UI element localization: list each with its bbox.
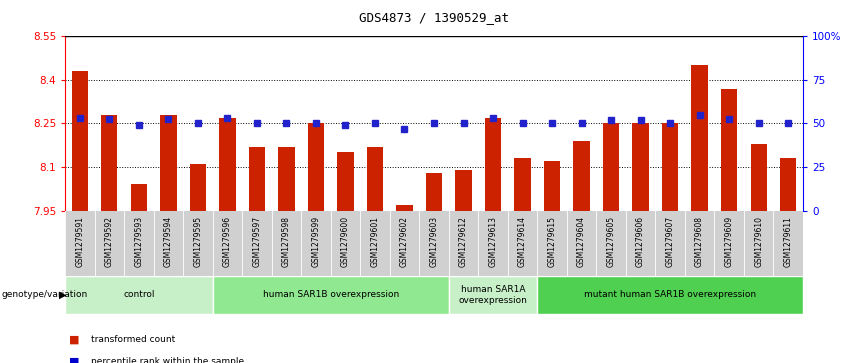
Text: GSM1279605: GSM1279605 bbox=[607, 216, 615, 267]
Bar bbox=[515, 158, 530, 211]
Text: human SAR1A
overexpression: human SAR1A overexpression bbox=[458, 285, 528, 305]
Bar bbox=[603, 123, 619, 211]
Text: ■: ■ bbox=[69, 356, 80, 363]
Bar bbox=[279, 147, 294, 211]
Text: GSM1279607: GSM1279607 bbox=[666, 216, 674, 267]
Text: mutant human SAR1B overexpression: mutant human SAR1B overexpression bbox=[584, 290, 756, 299]
Text: GSM1279591: GSM1279591 bbox=[76, 216, 84, 267]
Text: control: control bbox=[123, 290, 155, 299]
Text: human SAR1B overexpression: human SAR1B overexpression bbox=[263, 290, 398, 299]
Bar bbox=[308, 123, 324, 211]
Text: GSM1279599: GSM1279599 bbox=[312, 216, 320, 267]
Bar bbox=[72, 71, 88, 211]
Text: transformed count: transformed count bbox=[91, 335, 175, 344]
Text: percentile rank within the sample: percentile rank within the sample bbox=[91, 357, 244, 363]
Bar bbox=[721, 89, 737, 211]
Text: ■: ■ bbox=[69, 334, 80, 344]
Bar bbox=[485, 118, 501, 211]
Bar bbox=[544, 161, 560, 211]
Bar bbox=[633, 123, 648, 211]
Bar bbox=[426, 173, 442, 211]
Bar bbox=[780, 158, 796, 211]
Bar bbox=[397, 205, 412, 211]
Text: GSM1279601: GSM1279601 bbox=[371, 216, 379, 267]
Bar bbox=[161, 115, 176, 211]
Bar bbox=[338, 152, 353, 211]
Text: GSM1279593: GSM1279593 bbox=[135, 216, 143, 267]
Text: genotype/variation: genotype/variation bbox=[2, 290, 88, 299]
Text: GSM1279615: GSM1279615 bbox=[548, 216, 556, 267]
Bar bbox=[220, 118, 235, 211]
Bar bbox=[367, 147, 383, 211]
Text: GDS4873 / 1390529_at: GDS4873 / 1390529_at bbox=[359, 11, 509, 24]
Text: GSM1279597: GSM1279597 bbox=[253, 216, 261, 267]
Text: GSM1279613: GSM1279613 bbox=[489, 216, 497, 267]
Text: GSM1279596: GSM1279596 bbox=[223, 216, 232, 267]
Bar bbox=[249, 147, 265, 211]
Text: GSM1279600: GSM1279600 bbox=[341, 216, 350, 267]
Text: GSM1279603: GSM1279603 bbox=[430, 216, 438, 267]
Bar bbox=[65, 276, 213, 314]
Bar bbox=[456, 170, 471, 211]
Bar bbox=[213, 276, 449, 314]
Bar bbox=[131, 184, 147, 211]
Bar bbox=[574, 141, 589, 211]
Text: GSM1279594: GSM1279594 bbox=[164, 216, 173, 267]
Text: GSM1279595: GSM1279595 bbox=[194, 216, 202, 267]
Bar bbox=[190, 164, 206, 211]
Text: GSM1279610: GSM1279610 bbox=[754, 216, 763, 267]
Bar bbox=[449, 276, 537, 314]
Text: GSM1279598: GSM1279598 bbox=[282, 216, 291, 267]
Text: GSM1279608: GSM1279608 bbox=[695, 216, 704, 267]
Bar bbox=[751, 144, 766, 211]
Text: GSM1279602: GSM1279602 bbox=[400, 216, 409, 267]
Text: GSM1279614: GSM1279614 bbox=[518, 216, 527, 267]
Text: GSM1279612: GSM1279612 bbox=[459, 216, 468, 267]
Text: GSM1279606: GSM1279606 bbox=[636, 216, 645, 267]
Text: GSM1279611: GSM1279611 bbox=[784, 216, 792, 267]
Text: ▶: ▶ bbox=[59, 290, 67, 300]
Text: GSM1279604: GSM1279604 bbox=[577, 216, 586, 267]
Text: GSM1279592: GSM1279592 bbox=[105, 216, 114, 267]
Bar bbox=[662, 123, 678, 211]
Bar bbox=[537, 276, 803, 314]
Text: GSM1279609: GSM1279609 bbox=[725, 216, 733, 267]
Bar bbox=[692, 65, 707, 211]
Bar bbox=[102, 115, 117, 211]
